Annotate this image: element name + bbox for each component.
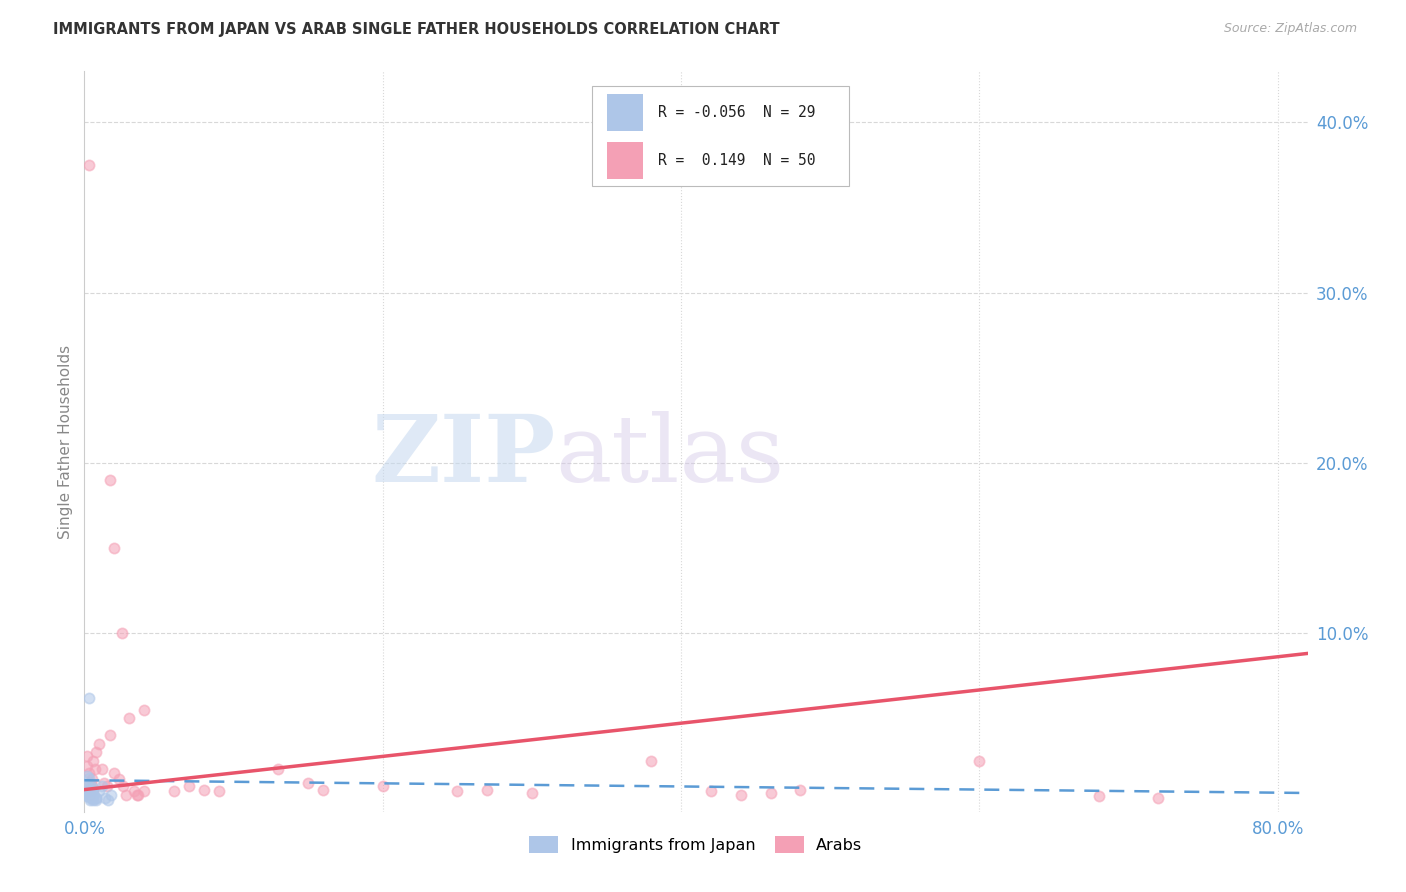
- Point: [520, 786, 543, 800]
- Point: [79, 788, 101, 802]
- Point: [80, 789, 103, 804]
- Point: [132, 703, 155, 717]
- Point: [77, 765, 100, 780]
- Point: [371, 779, 394, 793]
- Point: [79, 793, 101, 807]
- Point: [76, 784, 98, 798]
- Point: [84, 791, 107, 805]
- Point: [112, 779, 135, 793]
- Point: [79, 782, 101, 797]
- FancyBboxPatch shape: [606, 142, 644, 178]
- Point: [97, 793, 120, 807]
- FancyBboxPatch shape: [606, 94, 644, 130]
- FancyBboxPatch shape: [592, 87, 849, 186]
- Point: [297, 776, 319, 790]
- Point: [94, 791, 117, 805]
- Point: [76, 769, 98, 783]
- Point: [91, 779, 114, 793]
- Point: [132, 784, 155, 798]
- Point: [76, 789, 98, 804]
- Point: [759, 786, 782, 800]
- Point: [80, 779, 103, 793]
- Legend: Immigrants from Japan, Arabs: Immigrants from Japan, Arabs: [523, 830, 869, 859]
- Point: [77, 784, 100, 798]
- Point: [103, 541, 125, 555]
- Point: [82, 780, 104, 795]
- Point: [79, 776, 101, 790]
- Point: [77, 158, 100, 172]
- Point: [163, 784, 186, 798]
- Point: [969, 754, 991, 768]
- Point: [96, 779, 118, 793]
- Point: [91, 762, 114, 776]
- Point: [111, 626, 134, 640]
- Point: [103, 765, 125, 780]
- Point: [79, 791, 101, 805]
- Point: [82, 788, 104, 802]
- Point: [80, 772, 103, 787]
- Point: [83, 762, 105, 776]
- Point: [80, 791, 103, 805]
- Point: [98, 473, 121, 487]
- Point: [84, 745, 107, 759]
- Point: [82, 754, 104, 768]
- Point: [267, 762, 290, 776]
- Point: [789, 782, 811, 797]
- Point: [82, 793, 104, 807]
- Text: R = -0.056  N = 29: R = -0.056 N = 29: [658, 104, 815, 120]
- Point: [1087, 789, 1109, 804]
- Point: [312, 782, 335, 797]
- Point: [125, 788, 148, 802]
- Point: [475, 782, 498, 797]
- Point: [77, 788, 100, 802]
- Point: [82, 786, 104, 800]
- Point: [84, 791, 107, 805]
- Point: [446, 784, 468, 798]
- Point: [77, 771, 100, 785]
- Point: [82, 782, 104, 797]
- Point: [700, 784, 723, 798]
- Point: [115, 788, 138, 802]
- Point: [207, 784, 229, 798]
- Point: [107, 772, 129, 787]
- Point: [730, 788, 752, 802]
- Text: R =  0.149  N = 50: R = 0.149 N = 50: [658, 153, 815, 168]
- Text: atlas: atlas: [555, 411, 785, 501]
- Point: [100, 788, 122, 802]
- Point: [84, 793, 107, 807]
- Point: [122, 784, 145, 798]
- Point: [89, 737, 111, 751]
- Point: [77, 780, 100, 795]
- Point: [79, 776, 101, 790]
- Point: [1147, 791, 1170, 805]
- Point: [193, 782, 215, 797]
- Point: [98, 728, 121, 742]
- Point: [89, 784, 111, 798]
- Point: [76, 748, 98, 763]
- Point: [77, 789, 100, 804]
- Text: Source: ZipAtlas.com: Source: ZipAtlas.com: [1223, 22, 1357, 36]
- Point: [93, 776, 115, 790]
- Point: [77, 690, 100, 705]
- Point: [76, 779, 98, 793]
- Text: IMMIGRANTS FROM JAPAN VS ARAB SINGLE FATHER HOUSEHOLDS CORRELATION CHART: IMMIGRANTS FROM JAPAN VS ARAB SINGLE FAT…: [53, 22, 780, 37]
- Y-axis label: Single Father Households: Single Father Households: [58, 344, 73, 539]
- Point: [76, 758, 98, 772]
- Point: [127, 788, 149, 802]
- Point: [80, 782, 103, 797]
- Point: [80, 786, 103, 800]
- Point: [177, 779, 200, 793]
- Text: ZIP: ZIP: [371, 411, 555, 501]
- Point: [640, 754, 662, 768]
- Point: [118, 711, 141, 725]
